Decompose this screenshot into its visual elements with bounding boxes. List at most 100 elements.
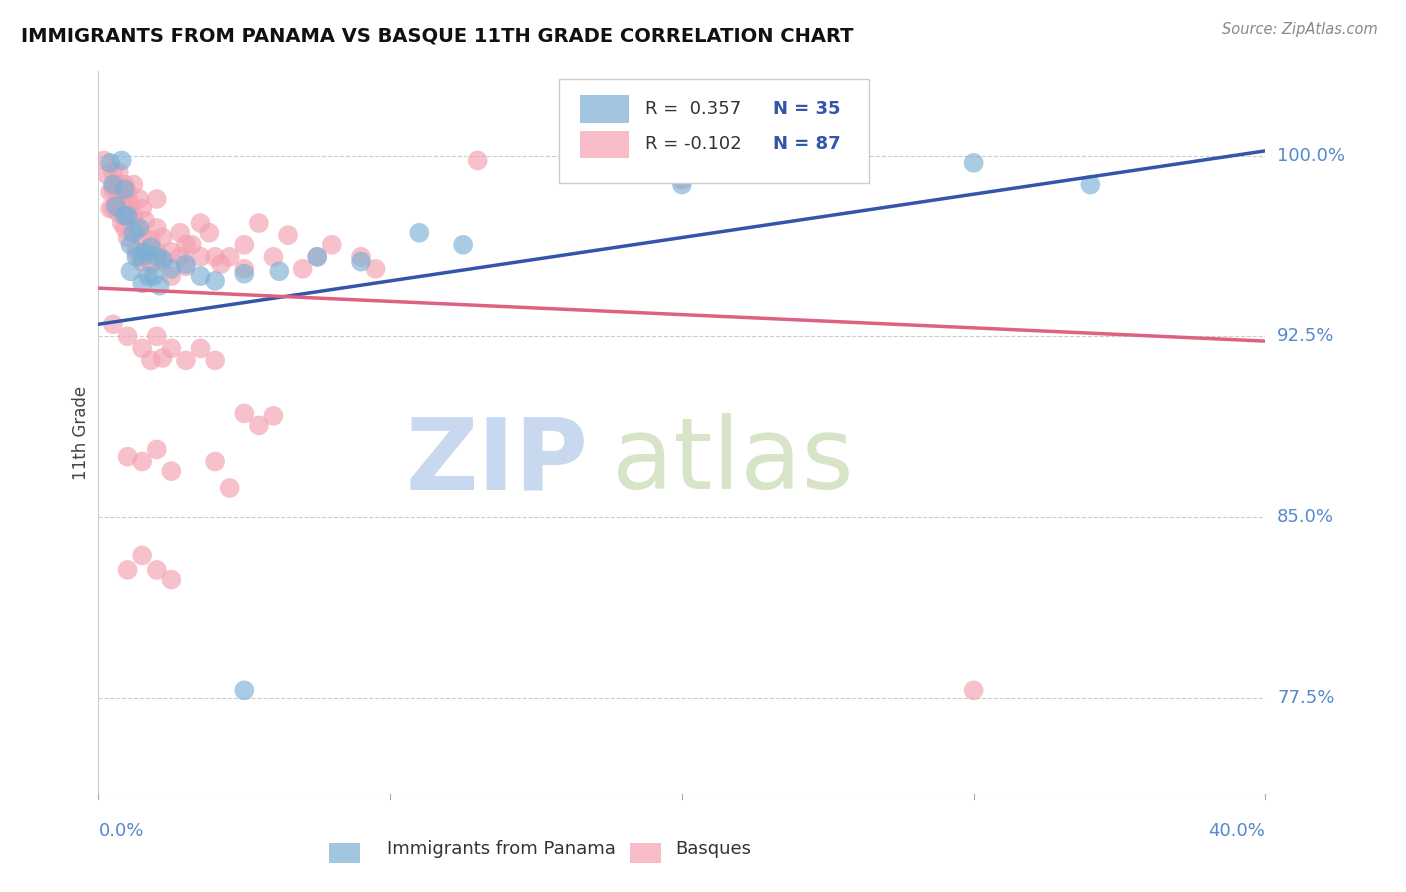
Point [190,268,212,283]
Point [146,563,169,577]
Point [152,230,174,244]
Point [160,464,183,478]
Point [307,250,329,264]
Text: Immigrants from Panama: Immigrants from Panama [387,840,616,858]
Point [160,341,183,355]
Text: 100.0%: 100.0% [1277,146,1346,165]
Point [98,185,121,199]
Point [174,353,197,368]
Point [101,202,124,216]
Point [218,481,240,495]
Point [108,206,131,220]
Point [152,351,174,365]
Point [101,317,124,331]
Point [169,226,191,240]
Point [114,182,136,196]
Point [204,274,226,288]
Point [233,267,256,281]
Point [307,250,329,264]
Point [408,226,430,240]
Text: Source: ZipAtlas.com: Source: ZipAtlas.com [1222,22,1378,37]
Point [117,450,139,464]
Point [131,202,153,216]
Point [139,353,162,368]
Point [204,250,226,264]
Point [101,182,124,196]
Point [350,254,373,268]
Text: ZIP: ZIP [406,413,589,510]
Point [96,168,118,182]
Point [152,252,174,267]
Point [117,206,139,220]
Point [204,353,226,368]
Point [291,261,314,276]
Point [108,185,131,199]
Text: N = 35: N = 35 [773,100,841,118]
Point [122,209,145,223]
Point [128,192,150,206]
Point [139,240,162,254]
Point [174,237,197,252]
Point [160,573,183,587]
Point [209,257,232,271]
Point [134,213,156,227]
Text: IMMIGRANTS FROM PANAMA VS BASQUE 11TH GRADE CORRELATION CHART: IMMIGRANTS FROM PANAMA VS BASQUE 11TH GR… [21,27,853,45]
Point [671,172,693,186]
Point [114,209,136,223]
Point [180,237,202,252]
Point [149,278,172,293]
Point [204,454,226,468]
Point [350,250,373,264]
Point [364,261,387,276]
Point [117,209,139,223]
Point [111,192,134,206]
Point [131,254,153,268]
Point [131,341,153,355]
Point [117,329,139,343]
Point [114,196,136,211]
Point [169,250,191,264]
Point [104,196,127,211]
Point [190,250,212,264]
Point [233,261,256,276]
Point [131,230,153,244]
Point [160,268,183,283]
Point [120,264,142,278]
Point [101,165,124,179]
Point [262,409,284,423]
Point [120,237,142,252]
Point [125,250,148,264]
Point [139,233,162,247]
Point [131,250,153,264]
FancyBboxPatch shape [581,130,630,158]
FancyBboxPatch shape [581,95,630,123]
Point [247,418,270,433]
Point [98,156,121,170]
Text: Basques: Basques [675,840,751,858]
FancyBboxPatch shape [560,78,869,184]
Point [174,260,197,274]
Point [111,216,134,230]
Point [146,220,169,235]
Point [568,165,591,179]
Point [218,250,240,264]
Point [671,178,693,192]
Point [190,341,212,355]
Point [262,250,284,264]
Point [277,228,299,243]
Point [146,442,169,457]
Point [128,220,150,235]
Point [131,277,153,291]
Point [467,153,489,168]
Text: R =  0.357: R = 0.357 [644,100,741,118]
Point [190,216,212,230]
Text: atlas: atlas [612,413,853,510]
Point [125,244,148,259]
Point [451,237,474,252]
Text: 85.0%: 85.0% [1277,508,1334,526]
Point [114,220,136,235]
Point [104,178,127,192]
Point [962,156,984,170]
Point [101,178,124,192]
Point [160,261,183,276]
